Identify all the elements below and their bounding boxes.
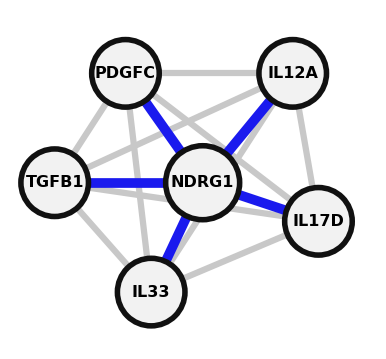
Text: PDGFC: PDGFC [95, 66, 156, 81]
Text: IL33: IL33 [132, 285, 171, 299]
Circle shape [117, 258, 185, 326]
Text: IL17D: IL17D [293, 214, 344, 229]
Circle shape [166, 146, 240, 220]
Text: TGFB1: TGFB1 [25, 175, 84, 190]
Circle shape [92, 39, 159, 107]
Text: IL12A: IL12A [267, 66, 318, 81]
Circle shape [285, 187, 352, 255]
Circle shape [21, 149, 88, 216]
Circle shape [259, 39, 327, 107]
Text: NDRG1: NDRG1 [171, 175, 234, 190]
